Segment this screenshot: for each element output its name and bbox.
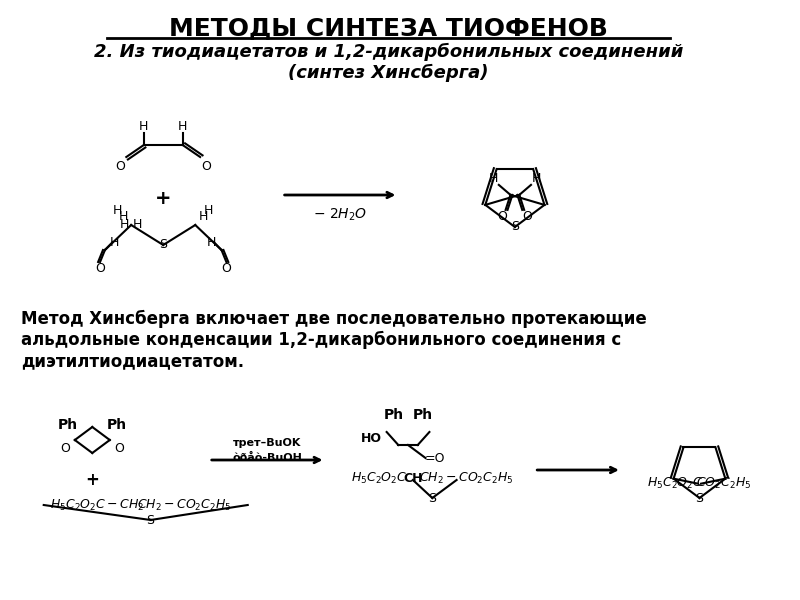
Text: CH: CH bbox=[403, 472, 422, 485]
Text: òðåò-BuOH: òðåò-BuOH bbox=[232, 453, 302, 463]
Text: 2. Из тиодиацетатов и 1,2-дикарбонильных соединений
(синтез Хинсберга): 2. Из тиодиацетатов и 1,2-дикарбонильных… bbox=[94, 43, 683, 82]
Text: Ph: Ph bbox=[58, 418, 78, 432]
Text: +: + bbox=[86, 471, 99, 489]
Text: Ph: Ph bbox=[413, 408, 433, 422]
Text: HO: HO bbox=[361, 431, 382, 445]
Text: $-\ 2H_2O$: $-\ 2H_2O$ bbox=[313, 207, 367, 223]
Text: O: O bbox=[95, 262, 105, 275]
Text: $H_5C_2O_2C$: $H_5C_2O_2C$ bbox=[350, 470, 407, 485]
Text: H: H bbox=[120, 218, 130, 232]
Text: H: H bbox=[110, 235, 119, 248]
Text: H: H bbox=[118, 211, 128, 223]
Text: O: O bbox=[498, 211, 508, 223]
Text: O: O bbox=[222, 262, 231, 275]
Text: H: H bbox=[113, 203, 122, 217]
Text: O: O bbox=[201, 160, 211, 173]
Text: $CH_2-CO_2C_2H_5$: $CH_2-CO_2C_2H_5$ bbox=[138, 497, 232, 512]
Text: S: S bbox=[159, 238, 167, 251]
Text: H: H bbox=[198, 211, 208, 223]
Text: S: S bbox=[511, 220, 519, 233]
Text: S: S bbox=[146, 514, 154, 527]
Text: +: + bbox=[155, 188, 171, 208]
Text: O: O bbox=[114, 442, 125, 455]
Text: Ph: Ph bbox=[383, 408, 403, 422]
Text: H: H bbox=[532, 172, 542, 185]
Text: Ph: Ph bbox=[106, 418, 126, 432]
Text: S: S bbox=[695, 491, 703, 505]
Text: O: O bbox=[522, 211, 532, 223]
Text: $CO_2C_2H_5$: $CO_2C_2H_5$ bbox=[697, 476, 752, 491]
Text: H: H bbox=[207, 235, 217, 248]
Text: H: H bbox=[488, 172, 498, 185]
Text: =O: =O bbox=[425, 451, 446, 464]
Text: МЕТОДЫ СИНТЕЗА ТИОФЕНОВ: МЕТОДЫ СИНТЕЗА ТИОФЕНОВ bbox=[169, 16, 608, 40]
Text: $H_5C_2O_2C-CH_2$: $H_5C_2O_2C-CH_2$ bbox=[50, 497, 145, 512]
Text: H: H bbox=[139, 121, 149, 133]
Text: O: O bbox=[115, 160, 126, 173]
Text: H: H bbox=[178, 121, 187, 133]
Text: H: H bbox=[133, 218, 142, 232]
Text: Метод Хинсберга включает две последовательно протекающие
альдольные конденсации : Метод Хинсберга включает две последовате… bbox=[22, 310, 647, 370]
Text: $CH_2-CO_2C_2H_5$: $CH_2-CO_2C_2H_5$ bbox=[419, 470, 514, 485]
Text: $H_5C_2O_2C$: $H_5C_2O_2C$ bbox=[646, 476, 703, 491]
Text: S: S bbox=[428, 491, 436, 505]
Text: O: O bbox=[60, 442, 70, 455]
Text: трет–BuOK: трет–BuOK bbox=[233, 438, 302, 448]
Text: H: H bbox=[204, 203, 214, 217]
